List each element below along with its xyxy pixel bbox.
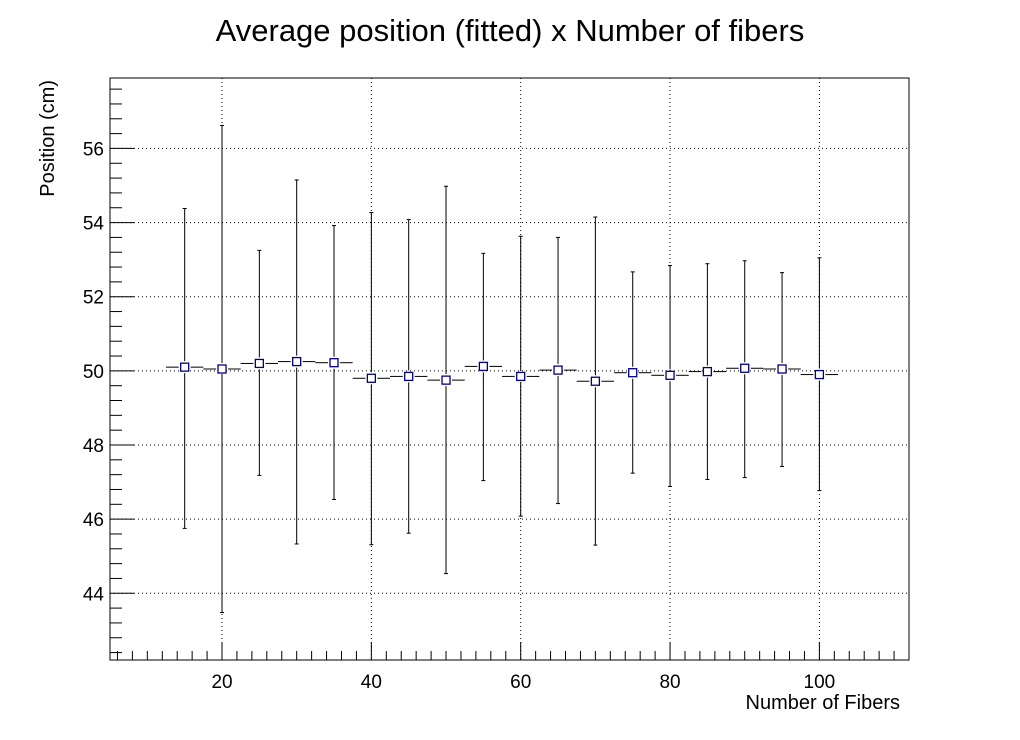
data-point-marker [628, 368, 638, 378]
data-point-marker [329, 358, 339, 368]
error-bar [651, 265, 689, 488]
y-tick-label: 52 [83, 288, 104, 309]
data-point-marker [814, 369, 825, 380]
error-bar [427, 185, 465, 575]
data-point-marker [665, 370, 675, 380]
error-bar [390, 219, 428, 534]
x-tick-label: 80 [659, 672, 680, 693]
data-point-marker [292, 356, 302, 367]
data-point-marker [217, 364, 227, 374]
error-bar [502, 235, 540, 517]
tick-labels: 20 40 60 80 100 44 46 48 50 52 54 56 [83, 139, 835, 693]
error-bars [166, 124, 839, 614]
data-points [180, 356, 825, 386]
data-point-marker [553, 365, 563, 375]
error-bar [726, 260, 764, 479]
y-tick-label: 56 [83, 139, 104, 160]
y-tick-label: 46 [83, 510, 104, 531]
error-bar [203, 124, 241, 614]
axis-ticks [110, 88, 910, 660]
error-bar [240, 249, 279, 476]
y-tick-label: 54 [83, 214, 105, 235]
x-tick-label: 100 [804, 672, 836, 693]
data-point-marker [478, 361, 489, 372]
x-tick-label: 60 [510, 672, 531, 693]
error-bar [763, 272, 801, 467]
error-bar [352, 212, 391, 546]
y-tick-label: 44 [83, 584, 105, 605]
data-point-marker [516, 371, 526, 382]
error-bar [315, 225, 353, 500]
data-point-marker [702, 366, 713, 377]
x-axis-label: Number of Fibers [746, 692, 901, 714]
error-bar [614, 271, 652, 474]
data-point-marker [777, 364, 787, 374]
error-bar [576, 216, 615, 546]
data-point-marker [366, 373, 377, 383]
plot-frame [109, 77, 910, 661]
data-point-marker [404, 371, 414, 382]
y-tick-label: 50 [83, 362, 104, 383]
x-tick-label: 20 [211, 672, 232, 693]
error-bar [166, 207, 204, 529]
error-bar [464, 252, 503, 482]
data-point-marker [441, 375, 451, 385]
chart-title: Average position (fitted) x Number of fi… [216, 13, 805, 48]
data-point-marker [740, 363, 750, 373]
x-tick-label: 40 [361, 672, 382, 693]
data-point-marker [254, 358, 264, 369]
y-tick-label: 48 [83, 436, 104, 457]
error-bar [539, 236, 577, 505]
y-axis-label: Position (cm) [37, 80, 59, 197]
data-point-marker [590, 376, 601, 386]
data-point-marker [180, 362, 190, 372]
error-bar [688, 263, 727, 480]
error-bar [800, 257, 839, 492]
error-bar [278, 179, 316, 545]
